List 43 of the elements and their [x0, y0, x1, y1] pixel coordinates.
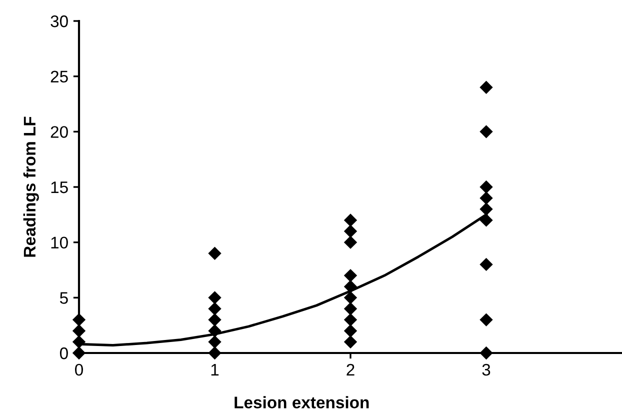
point [208, 313, 222, 326]
point [480, 346, 493, 360]
y-tick-label: 30 [50, 15, 68, 28]
x-axis-title: Lesion extension [234, 396, 369, 408]
point [344, 224, 358, 238]
point [208, 324, 222, 338]
y-tick-label: 5 [60, 292, 68, 304]
point [208, 246, 222, 260]
point [480, 258, 493, 272]
point [208, 346, 222, 360]
point [72, 324, 86, 338]
point [344, 214, 358, 227]
point [344, 236, 358, 249]
point [480, 180, 493, 194]
y-tick-label: 20 [50, 126, 68, 138]
point [480, 313, 493, 326]
point [480, 214, 493, 227]
point [72, 335, 86, 349]
y-tick-label: 15 [51, 182, 68, 194]
point [344, 280, 358, 294]
point [480, 202, 493, 216]
x-tick-label: 3 [482, 364, 490, 376]
point [480, 80, 493, 94]
point [72, 346, 86, 360]
y-axis-title: Readings from LF [23, 116, 39, 257]
x-tick-label: 2 [346, 364, 354, 376]
point [72, 313, 86, 326]
y-tick-label: 25 [50, 70, 68, 83]
point [344, 324, 358, 338]
point [480, 191, 493, 205]
point [344, 268, 358, 282]
point [344, 302, 358, 316]
y-tick-label: 0 [60, 347, 68, 360]
point [344, 291, 358, 304]
point [344, 313, 358, 326]
point [208, 291, 222, 304]
point [208, 335, 222, 349]
point [208, 302, 222, 316]
x-tick-label: 0 [75, 364, 83, 376]
point [344, 335, 358, 349]
x-tick-label: 1 [211, 364, 219, 376]
point [480, 125, 493, 138]
y-tick-label: 10 [51, 236, 68, 249]
